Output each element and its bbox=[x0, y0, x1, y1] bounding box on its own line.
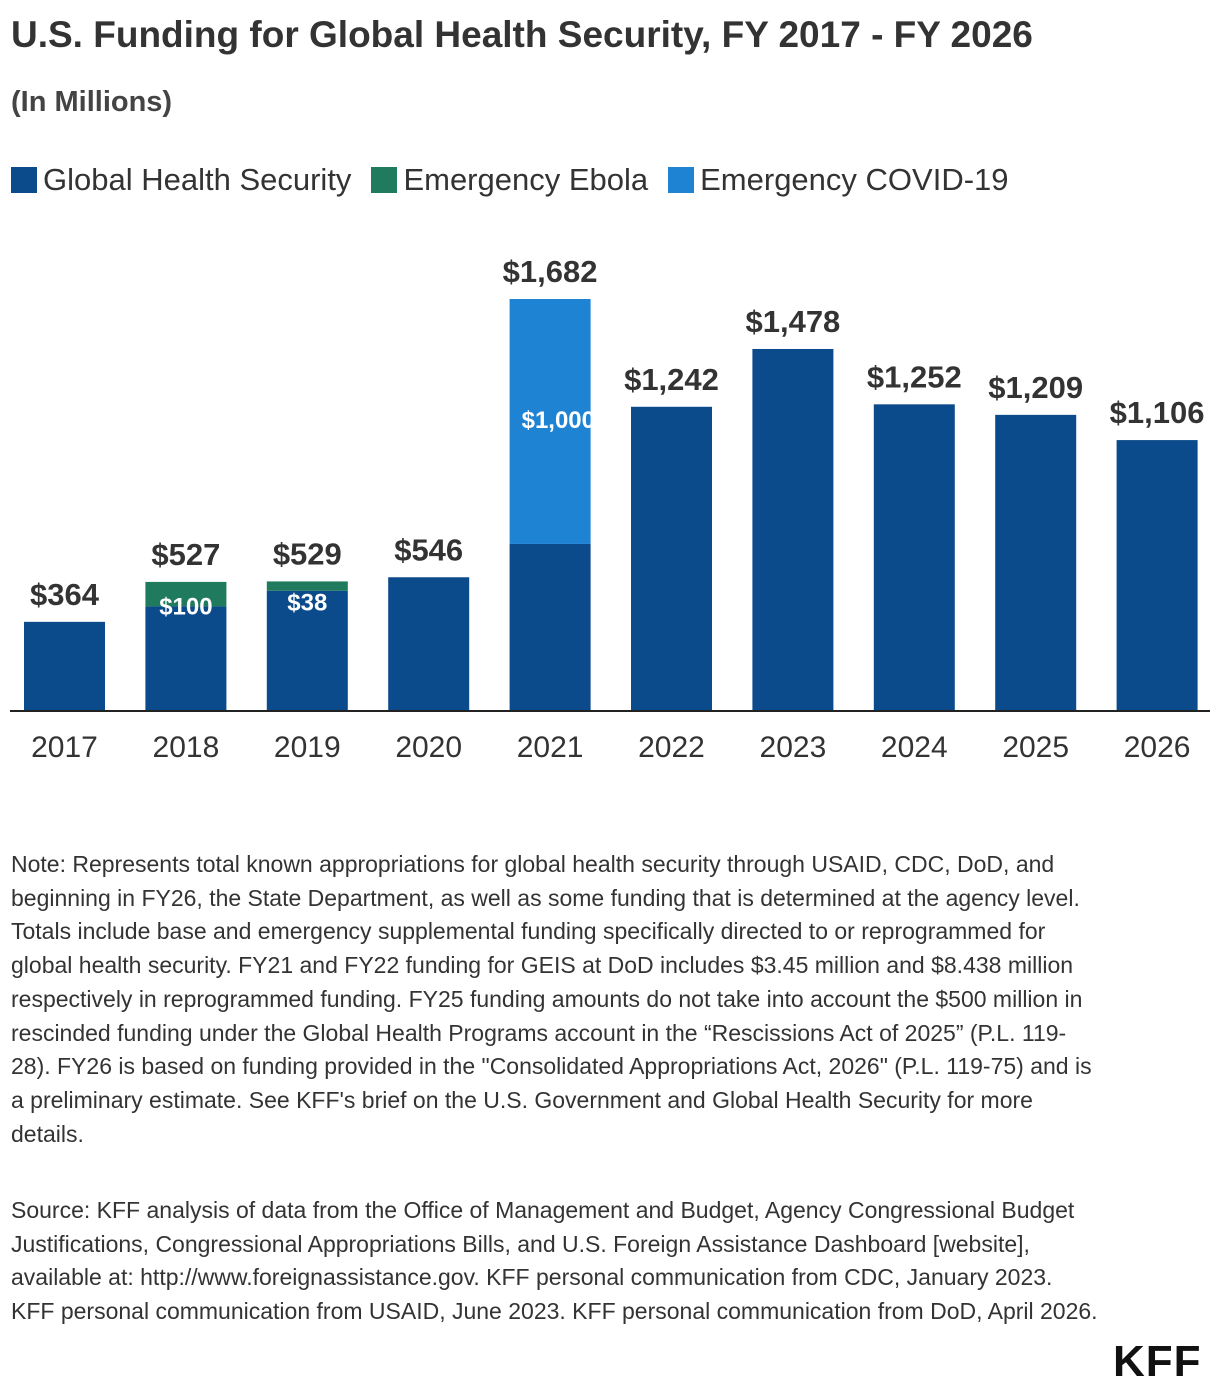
x-tick-2019: 2019 bbox=[274, 731, 341, 764]
chart-title: U.S. Funding for Global Health Security,… bbox=[11, 14, 1033, 55]
total-label-2023: $1,478 bbox=[745, 304, 840, 339]
chart-subtitle: (In Millions) bbox=[11, 86, 173, 118]
x-tick-2025: 2025 bbox=[1002, 731, 1069, 764]
bar-2025-series-0 bbox=[995, 414, 1077, 711]
legend-swatch-covid bbox=[668, 167, 695, 193]
total-label-2026: $1,106 bbox=[1110, 395, 1205, 430]
x-tick-2026: 2026 bbox=[1124, 731, 1191, 764]
bar-2018-series-1 bbox=[145, 581, 227, 607]
total-label-2017: $364 bbox=[30, 577, 100, 612]
bar-chart: $364 2017 $527 2018 $529 2019 $546 2020 $1,682 20… bbox=[10, 254, 1210, 764]
legend: Global Health Security Emergency Ebola E… bbox=[11, 162, 1029, 198]
total-label-2020: $546 bbox=[394, 532, 463, 567]
total-label-2024: $1,252 bbox=[867, 359, 962, 394]
segment-label-2018: $100 bbox=[159, 593, 212, 620]
x-tick-2017: 2017 bbox=[31, 731, 98, 764]
total-label-2025: $1,209 bbox=[988, 370, 1083, 405]
x-tick-2021: 2021 bbox=[517, 731, 584, 764]
x-tick-2020: 2020 bbox=[395, 731, 462, 764]
x-tick-2023: 2023 bbox=[760, 731, 827, 764]
bar-2018-series-0 bbox=[145, 606, 227, 711]
bar-2023-series-0 bbox=[752, 348, 834, 711]
legend-label-ebola: Emergency Ebola bbox=[403, 162, 649, 197]
total-label-2018: $527 bbox=[151, 537, 220, 572]
bar-2021-series-0 bbox=[509, 543, 591, 711]
bar-2022-series-0 bbox=[631, 406, 712, 711]
legend-label-covid: Emergency COVID-19 bbox=[700, 162, 1009, 197]
segment-label-2019: $38 bbox=[287, 590, 327, 617]
chart-note: Note: Represents total known appropriati… bbox=[11, 851, 1092, 1147]
legend-item-covid: Emergency COVID-19 bbox=[668, 162, 1009, 198]
legend-swatch-ghs bbox=[11, 167, 37, 193]
total-label-2022: $1,242 bbox=[624, 362, 719, 397]
bar-2017-series-0 bbox=[24, 621, 105, 711]
legend-item-ghs: Global Health Security bbox=[11, 162, 351, 198]
x-tick-2024: 2024 bbox=[881, 731, 948, 764]
x-tick-2022: 2022 bbox=[638, 731, 705, 764]
legend-label-ghs: Global Health Security bbox=[43, 162, 352, 197]
total-label-2019: $529 bbox=[273, 536, 342, 571]
bar-2019-series-1 bbox=[266, 581, 348, 591]
kff-logo: KFF bbox=[1113, 1337, 1202, 1386]
segment-label-2021: $1,000 bbox=[522, 407, 595, 434]
bar-2019-series-0 bbox=[266, 590, 348, 711]
bar-2026-series-0 bbox=[1116, 440, 1198, 711]
chart-source: Source: KFF analysis of data from the Of… bbox=[11, 1197, 1098, 1325]
bar-2024-series-0 bbox=[873, 404, 955, 711]
bar-2021-series-2 bbox=[509, 299, 591, 544]
legend-swatch-ebola bbox=[371, 167, 398, 193]
total-label-2021: $1,682 bbox=[503, 254, 598, 289]
bar-2020-series-0 bbox=[388, 577, 470, 711]
legend-item-ebola: Emergency Ebola bbox=[371, 162, 648, 198]
x-tick-2018: 2018 bbox=[153, 731, 220, 764]
